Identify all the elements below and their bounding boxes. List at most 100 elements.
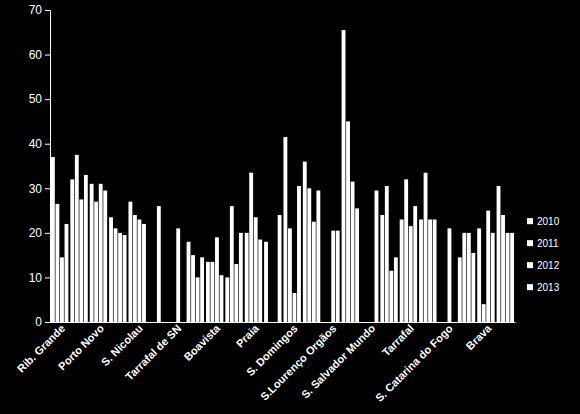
bar [128, 202, 132, 322]
bar [60, 257, 64, 322]
y-tick-mark [45, 144, 50, 145]
y-tick-mark [45, 277, 50, 278]
y-tick-label: 30 [29, 182, 43, 196]
series [60, 182, 509, 322]
bar [448, 228, 452, 322]
x-tick-label: Tarrafal de SN [123, 322, 184, 383]
bar [297, 186, 301, 322]
legend-label: 2010 [537, 216, 560, 227]
bar [249, 173, 253, 322]
bar [389, 271, 393, 322]
legend-swatch [527, 240, 533, 246]
y-tick: 30 [29, 182, 50, 196]
legend-swatch [527, 218, 533, 224]
chart-svg: 0 10 20 30 40 50 60 70 Rib. GrandePorto NovoS. N… [0, 0, 580, 414]
bar [433, 219, 437, 322]
x-tick-label: S.Lourenço Orgãos [258, 322, 339, 403]
y-tick-mark [45, 188, 50, 189]
bar [385, 186, 389, 322]
x-tick-label: Praia [234, 321, 262, 349]
legend-swatch [527, 262, 533, 268]
bar [331, 231, 335, 322]
y-tick-label: 70 [29, 3, 43, 17]
bar [157, 206, 161, 322]
y-tick: 70 [29, 3, 50, 17]
bar [404, 179, 408, 322]
bar [118, 233, 122, 322]
y-axis: 0 10 20 30 40 50 60 70 [29, 3, 51, 329]
bar [316, 191, 320, 322]
y-tick-mark [45, 233, 50, 234]
bar [375, 191, 379, 322]
x-tick: S.Lourenço Orgãos [258, 322, 339, 403]
bar [210, 262, 214, 322]
bar [346, 121, 350, 322]
bar [225, 277, 229, 322]
bar [467, 233, 471, 322]
bar [196, 277, 200, 322]
bar [84, 175, 88, 322]
x-tick-label: Porto Novo [56, 322, 107, 373]
bar [501, 215, 505, 322]
bar [245, 233, 249, 322]
y-tick-label: 0 [35, 315, 42, 329]
bar [79, 199, 83, 322]
x-axis: Rib. GrandePorto NovoS. NicolauTarrafal … [15, 321, 516, 404]
bar [65, 224, 69, 322]
x-tick: Brava [463, 321, 494, 352]
y-tick-label: 60 [29, 48, 43, 62]
bar [303, 162, 307, 322]
legend-label: 2011 [537, 238, 559, 249]
bar [215, 237, 219, 322]
plot: 0 10 20 30 40 50 60 70 Rib. GrandePorto NovoS. N… [15, 3, 516, 404]
x-tick: S. Catarina do Fogo [373, 322, 455, 404]
series [65, 175, 514, 322]
bar [400, 219, 404, 322]
series [51, 30, 500, 322]
y-tick-label: 40 [29, 137, 43, 151]
y-tick: 20 [29, 226, 50, 240]
bar [477, 228, 481, 322]
y-axis-line [45, 11, 51, 323]
bar [206, 262, 210, 322]
y-tick: 10 [29, 271, 50, 285]
bar [230, 206, 234, 322]
x-tick-label: S. Catarina do Fogo [373, 322, 455, 404]
bar [312, 222, 316, 322]
bar [75, 155, 79, 322]
x-tick-label: Boavista [181, 321, 223, 363]
y-tick-mark [45, 322, 50, 323]
bar [278, 215, 282, 322]
legend-item: 2010 [527, 216, 560, 227]
bar [510, 233, 514, 322]
bar [264, 242, 268, 322]
bar [220, 275, 224, 322]
y-tick-label: 50 [29, 92, 43, 106]
legend-swatch [527, 284, 533, 290]
bar [138, 219, 142, 322]
y-tick: 60 [29, 48, 50, 62]
x-tick: Porto Novo [56, 322, 107, 373]
x-tick: Praia [234, 321, 262, 349]
legend-item: 2013 [527, 282, 560, 293]
bar [99, 184, 103, 322]
bar [428, 219, 432, 322]
bar [176, 228, 180, 322]
legend-label: 2012 [537, 260, 560, 271]
bar [142, 224, 146, 322]
y-tick-mark [45, 10, 50, 11]
bar [419, 219, 423, 322]
bar [109, 217, 113, 322]
bar [133, 215, 137, 322]
bar [380, 215, 384, 322]
bar [239, 233, 243, 322]
y-tick: 40 [29, 137, 50, 151]
x-tick-label: S. Salvador Mundo [299, 322, 378, 401]
y-tick-mark [45, 99, 50, 100]
legend-item: 2012 [527, 260, 560, 271]
legend: 2010 2011 2012 2013 [527, 216, 560, 293]
y-tick-label: 10 [29, 271, 43, 285]
bar [283, 137, 287, 322]
bar [471, 253, 475, 322]
bar [497, 186, 501, 322]
